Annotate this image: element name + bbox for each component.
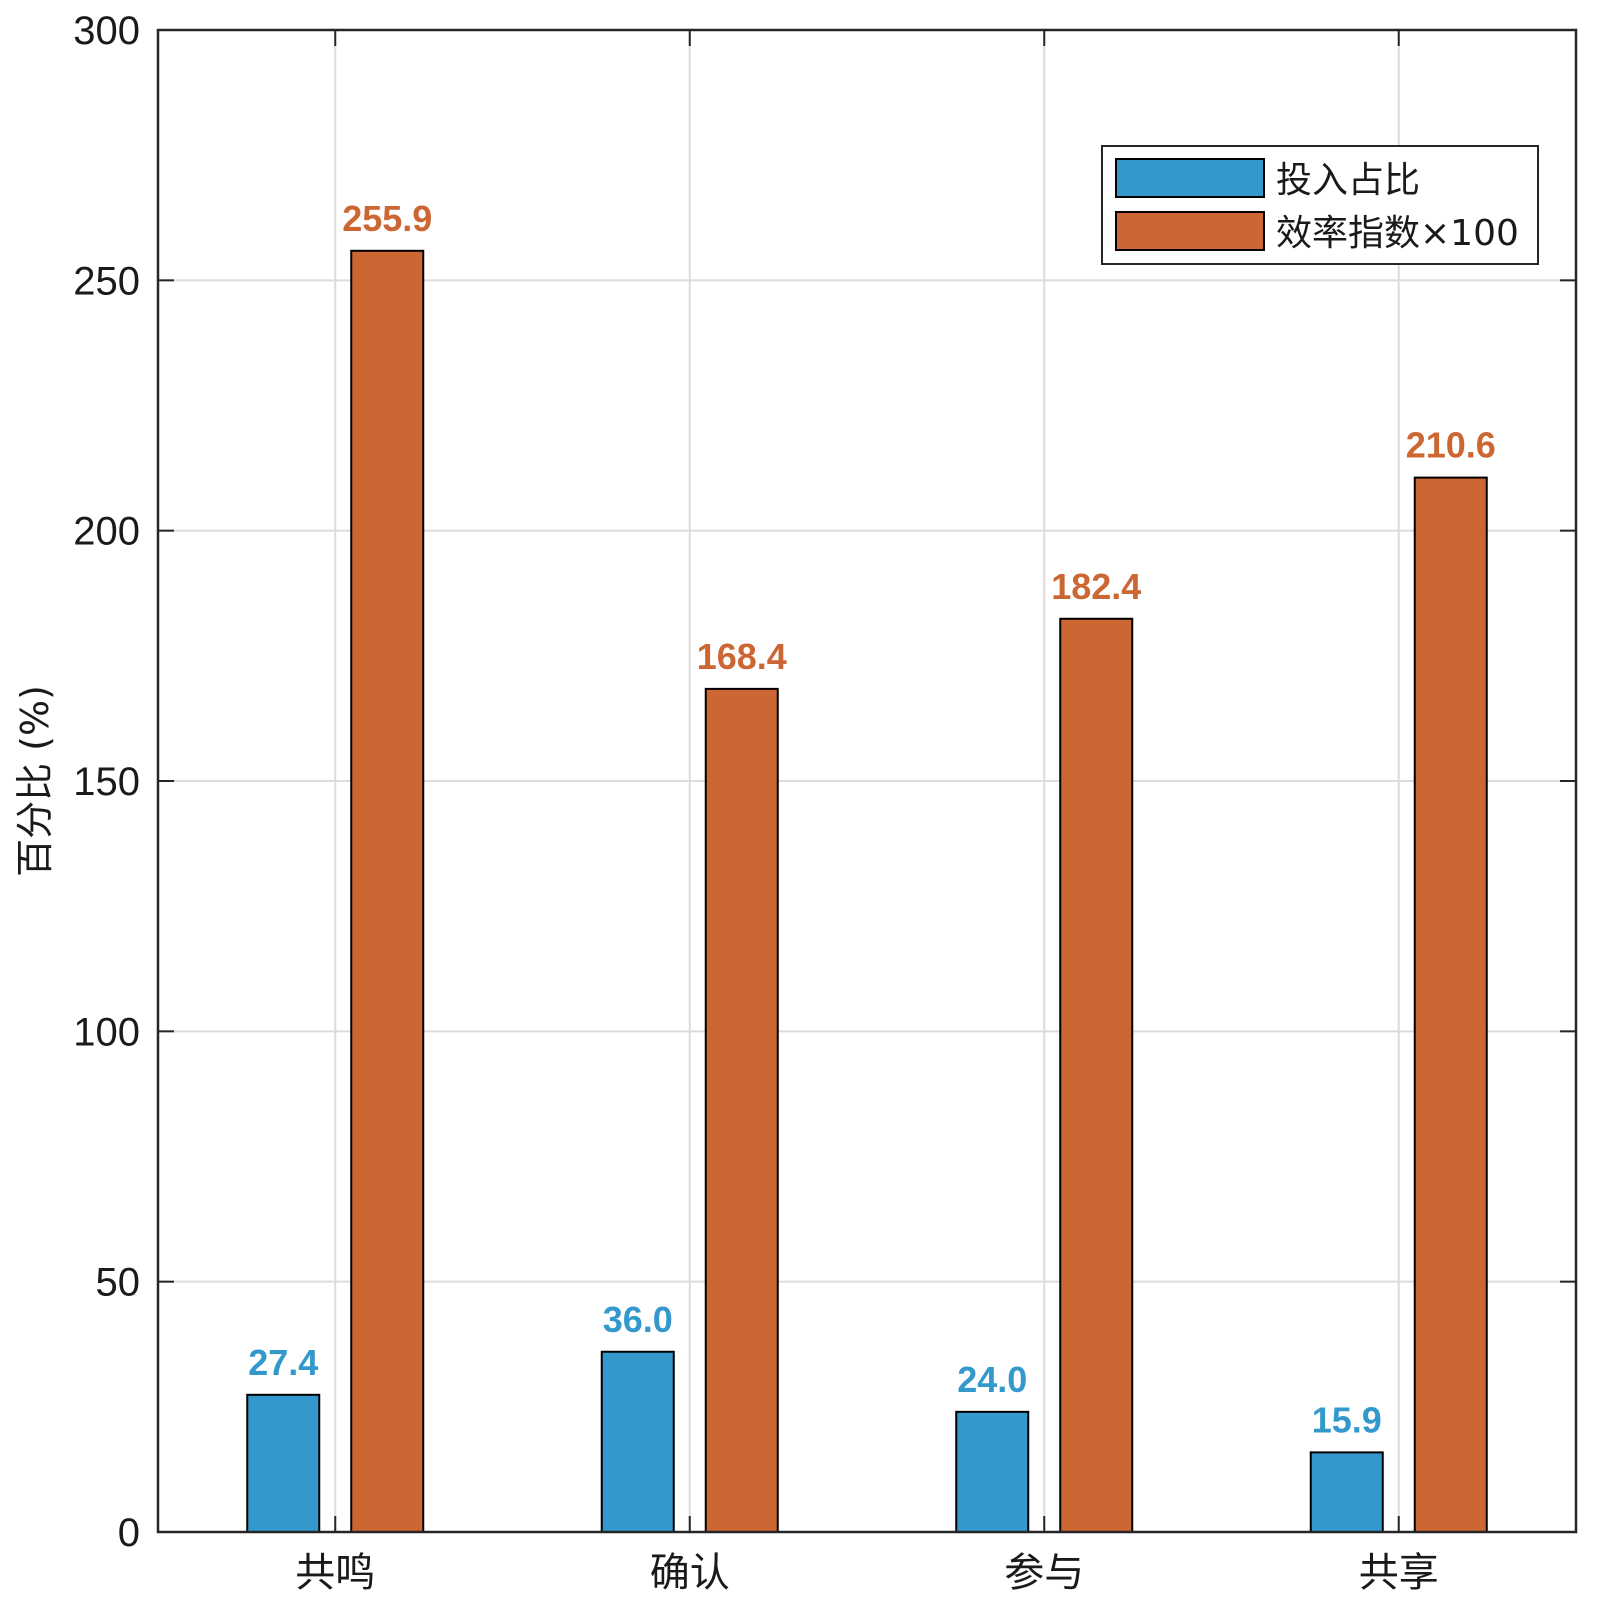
value-label-input-share-1: 36.0 [603, 1299, 673, 1340]
y-tick-label-200: 200 [73, 510, 140, 554]
value-label-input-share-3: 15.9 [1312, 1399, 1382, 1440]
y-tick-label-300: 300 [73, 9, 140, 53]
x-tick-label-0: 共鸣 [295, 1550, 375, 1596]
axes-layer: 0 50 100 150 200 250 300 共鸣 确认 参与 共享 [73, 9, 1578, 1596]
bar-efficiency-index-2 [1059, 617, 1134, 1533]
legend-label-efficiency-index: 效率指数×100 [1276, 213, 1519, 254]
y-tick-label-150: 150 [73, 760, 140, 804]
y-tick-label-50: 50 [96, 1261, 141, 1305]
value-label-efficiency-index-3: 210.6 [1406, 425, 1496, 466]
bar-input-share-2 [955, 1410, 1030, 1533]
value-labels-layer: 27.4 36.0 24.0 15.9 255.9 168.4 182.4 210.6 [248, 198, 1496, 1441]
bar-efficiency-index-0 [350, 249, 425, 1534]
bar-efficiency-index-1 [704, 687, 779, 1533]
bar-input-share-0 [246, 1393, 321, 1534]
bars-layer [246, 249, 1488, 1534]
bar-efficiency-index-3 [1413, 476, 1488, 1534]
value-label-input-share-2: 24.0 [957, 1359, 1027, 1400]
bar-input-share-3 [1309, 1451, 1384, 1534]
value-label-input-share-0: 27.4 [248, 1342, 318, 1383]
y-axis-label: 百分比 (%) [13, 685, 57, 877]
x-tick-label-3: 共享 [1359, 1550, 1439, 1596]
legend-label-input-share: 投入占比 [1276, 160, 1420, 201]
value-label-efficiency-index-2: 182.4 [1051, 566, 1141, 607]
value-label-efficiency-index-0: 255.9 [342, 198, 432, 239]
legend: 投入占比 效率指数×100 [1101, 145, 1539, 265]
y-tick-label-100: 100 [73, 1010, 140, 1054]
y-tick-label-250: 250 [73, 259, 140, 303]
bar-input-share-1 [600, 1350, 675, 1534]
x-tick-label-2: 参与 [1004, 1550, 1084, 1596]
x-tick-label-1: 确认 [650, 1550, 730, 1596]
legend-swatch-input-share [1115, 158, 1265, 198]
value-label-efficiency-index-1: 168.4 [697, 636, 787, 677]
y-tick-label-0: 0 [118, 1511, 140, 1555]
legend-swatch-efficiency-index [1115, 211, 1265, 251]
